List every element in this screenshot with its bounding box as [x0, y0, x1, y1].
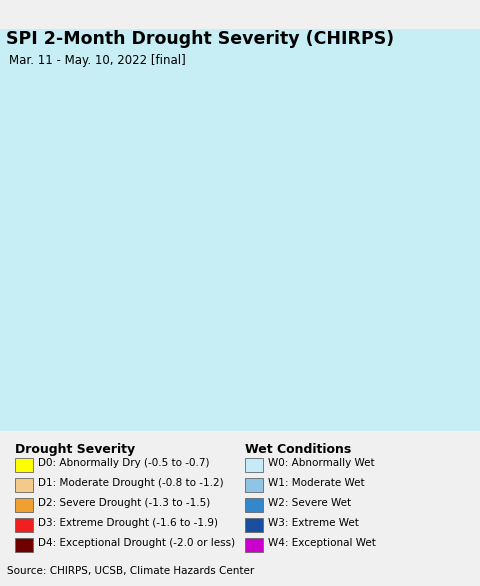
Text: W0: Abnormally Wet: W0: Abnormally Wet: [268, 458, 374, 468]
Text: Mar. 11 - May. 10, 2022 [final]: Mar. 11 - May. 10, 2022 [final]: [9, 54, 185, 67]
Text: W4: Exceptional Wet: W4: Exceptional Wet: [268, 538, 376, 548]
Text: W2: Severe Wet: W2: Severe Wet: [268, 498, 351, 507]
Text: D0: Abnormally Dry (-0.5 to -0.7): D0: Abnormally Dry (-0.5 to -0.7): [38, 458, 209, 468]
Bar: [15, 458, 33, 472]
Bar: [15, 498, 33, 512]
Bar: [245, 538, 263, 551]
Text: D1: Moderate Drought (-0.8 to -1.2): D1: Moderate Drought (-0.8 to -1.2): [38, 478, 224, 488]
Text: D2: Severe Drought (-1.3 to -1.5): D2: Severe Drought (-1.3 to -1.5): [38, 498, 210, 507]
Bar: [15, 538, 33, 551]
Bar: [245, 458, 263, 472]
Text: Drought Severity: Drought Severity: [15, 442, 135, 456]
Text: W1: Moderate Wet: W1: Moderate Wet: [268, 478, 365, 488]
Text: D4: Exceptional Drought (-2.0 or less): D4: Exceptional Drought (-2.0 or less): [38, 538, 235, 548]
Text: Source: CHIRPS, UCSB, Climate Hazards Center: Source: CHIRPS, UCSB, Climate Hazards Ce…: [7, 566, 254, 577]
Text: D3: Extreme Drought (-1.6 to -1.9): D3: Extreme Drought (-1.6 to -1.9): [38, 517, 218, 528]
Text: W3: Extreme Wet: W3: Extreme Wet: [268, 517, 359, 528]
Bar: [15, 478, 33, 492]
Text: Wet Conditions: Wet Conditions: [245, 442, 351, 456]
Text: SPI 2-Month Drought Severity (CHIRPS): SPI 2-Month Drought Severity (CHIRPS): [6, 30, 394, 49]
Bar: [245, 478, 263, 492]
Bar: [15, 517, 33, 532]
Bar: [245, 498, 263, 512]
Bar: [245, 517, 263, 532]
